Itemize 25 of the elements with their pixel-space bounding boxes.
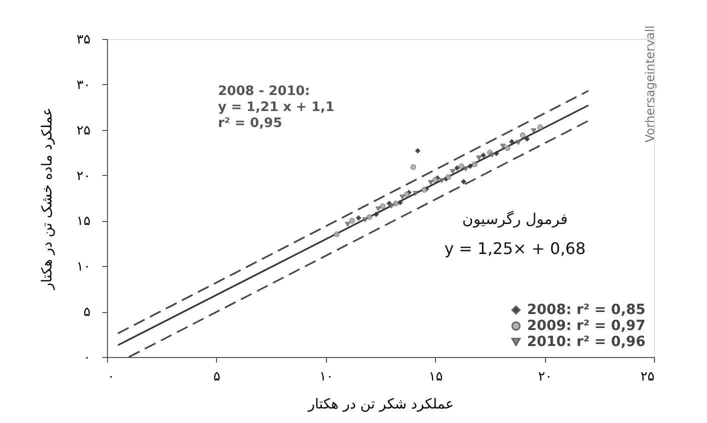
- x-tick-label: ۲۵: [640, 370, 655, 384]
- annotation: فرمول رگرسیون: [462, 210, 568, 228]
- annotation: y = 1,21 x + 1,1: [218, 100, 334, 115]
- x-tick-label: ۱۵: [428, 370, 443, 384]
- x-tick-label: ۲۰: [538, 370, 552, 384]
- x-tick-label: ۵: [213, 370, 220, 384]
- y-axis-title: عملکرد ماده خشک تن در هکتار: [40, 108, 56, 290]
- annotation: Vorhersageintervall: [643, 26, 657, 142]
- y-tick-label: ۰: [84, 350, 90, 366]
- y-tick-label: ۱۰: [76, 260, 90, 275]
- y-tick-label: ۳۰: [76, 78, 90, 93]
- annotation: 2008 - 2010:: [218, 84, 310, 99]
- y-tick-label: ۲۵: [76, 123, 91, 138]
- legend-label: 2008: r² = 0,85: [527, 302, 646, 318]
- legend-label: 2010: r² = 0,96: [527, 334, 646, 350]
- x-tick-label: ۱۰: [319, 370, 334, 384]
- annotation: y = 1,25× + 0,68: [444, 239, 586, 258]
- y-tick-label: ۳۵: [76, 32, 91, 48]
- x-axis-title: عملکرد شکر تن در هکتار: [307, 396, 454, 412]
- legend-label: 2009: r² = 0,97: [527, 318, 646, 334]
- y-tick-label: ۲۰: [76, 168, 90, 184]
- annotation: r² = 0,95: [218, 116, 282, 131]
- y-tick-label: ۵: [84, 305, 91, 320]
- y-tick-label: ۱۵: [76, 214, 91, 230]
- x-tick-label: ۰: [108, 370, 114, 384]
